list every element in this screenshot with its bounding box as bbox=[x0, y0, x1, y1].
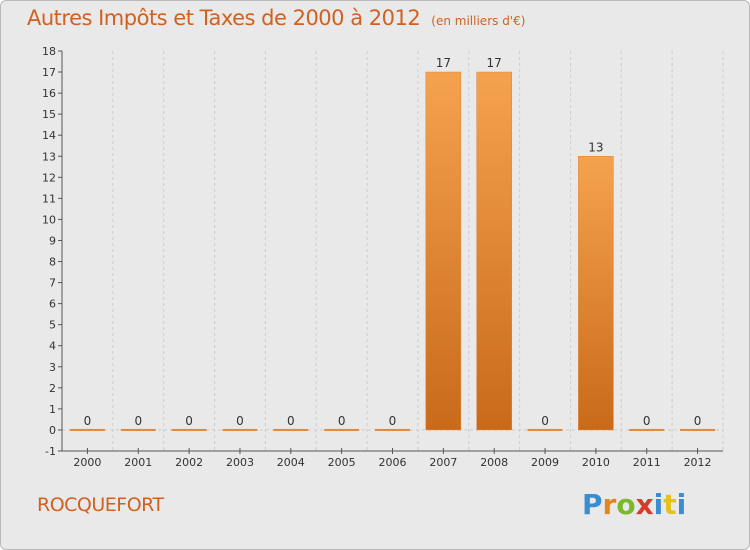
y-tick-label: 12 bbox=[42, 171, 56, 184]
bar-value-label: 0 bbox=[338, 414, 346, 428]
y-tick-label: 11 bbox=[42, 192, 56, 205]
x-tick-label: 2009 bbox=[531, 456, 559, 469]
bar bbox=[425, 71, 462, 431]
bar bbox=[120, 428, 156, 431]
bar bbox=[629, 428, 665, 431]
y-tick-label: 5 bbox=[49, 319, 56, 332]
bar bbox=[476, 71, 512, 431]
logo-letter: P bbox=[582, 488, 603, 521]
logo-letter: t bbox=[663, 488, 677, 521]
chart-title-row: Autres Impôts et Taxes de 2000 à 2012 (e… bbox=[27, 6, 525, 30]
y-tick-label: 13 bbox=[42, 150, 56, 163]
y-tick-label: 15 bbox=[42, 108, 56, 121]
y-tick-label: 10 bbox=[42, 213, 56, 226]
bar-value-label: 0 bbox=[84, 414, 92, 428]
bar-value-label: 0 bbox=[694, 414, 702, 428]
bar-value-label: 17 bbox=[487, 56, 502, 70]
commune-name: ROCQUEFORT bbox=[37, 494, 164, 516]
bar bbox=[222, 428, 258, 431]
logo-letter: i bbox=[676, 488, 687, 521]
y-tick-label: -1 bbox=[45, 445, 56, 458]
bar-value-label: 13 bbox=[588, 140, 603, 154]
x-tick-label: 2004 bbox=[277, 456, 305, 469]
y-tick-label: 14 bbox=[42, 129, 56, 142]
x-tick-label: 2007 bbox=[429, 456, 457, 469]
y-tick-label: 9 bbox=[49, 234, 56, 247]
bars bbox=[69, 71, 716, 431]
logo-letter: x bbox=[635, 488, 654, 521]
bar-value-label: 0 bbox=[287, 414, 295, 428]
bar-value-label: 0 bbox=[389, 414, 397, 428]
unit-label: (en milliers d'€) bbox=[431, 14, 526, 28]
y-tick-label: 16 bbox=[42, 87, 56, 100]
y-tick-label: 3 bbox=[49, 361, 56, 374]
x-tick-label: 2000 bbox=[73, 456, 101, 469]
logo-letter: i bbox=[653, 488, 664, 521]
bar bbox=[578, 156, 614, 431]
y-tick-label: 1 bbox=[49, 403, 56, 416]
x-tick-label: 2001 bbox=[124, 456, 152, 469]
bar-value-label: 0 bbox=[134, 414, 142, 428]
y-tick-label: 17 bbox=[42, 66, 56, 79]
y-tick-label: 8 bbox=[49, 256, 56, 269]
x-tick-label: 2011 bbox=[633, 456, 661, 469]
grid-lines bbox=[62, 51, 724, 451]
bar-value-label: 0 bbox=[185, 414, 193, 428]
x-tick-label: 2012 bbox=[684, 456, 712, 469]
logo-letter: r bbox=[602, 488, 617, 521]
chart-title: Autres Impôts et Taxes de 2000 à 2012 bbox=[27, 6, 421, 30]
y-tick-label: 18 bbox=[42, 45, 56, 58]
data-labels: 0 0 0 0 0 0 0 17 17 0 13 0 0 bbox=[84, 56, 702, 428]
x-tick-label: 2010 bbox=[582, 456, 610, 469]
x-tick-label: 2008 bbox=[480, 456, 508, 469]
bar bbox=[69, 428, 105, 431]
x-tick-label: 2006 bbox=[379, 456, 407, 469]
y-tick-label: 4 bbox=[49, 340, 56, 353]
bar-value-label: 0 bbox=[541, 414, 549, 428]
bar bbox=[527, 428, 563, 431]
bar-value-label: 17 bbox=[436, 56, 451, 70]
y-tick-label: 2 bbox=[49, 382, 56, 395]
bar bbox=[273, 428, 309, 431]
x-tick-label: 2002 bbox=[175, 456, 203, 469]
bar bbox=[680, 428, 716, 431]
proxiti-logo: Proxiti bbox=[582, 488, 686, 521]
bar bbox=[375, 428, 410, 431]
logo-letter: o bbox=[616, 488, 636, 521]
y-tick-label: 0 bbox=[49, 424, 56, 437]
x-tick-label: 2005 bbox=[328, 456, 356, 469]
bar-value-label: 0 bbox=[643, 414, 651, 428]
bar bbox=[324, 428, 360, 431]
y-tick-label: 7 bbox=[49, 277, 56, 290]
bar bbox=[171, 428, 207, 431]
bar-value-label: 0 bbox=[236, 414, 244, 428]
x-tick-label: 2003 bbox=[226, 456, 254, 469]
y-tick-label: 6 bbox=[49, 298, 56, 311]
